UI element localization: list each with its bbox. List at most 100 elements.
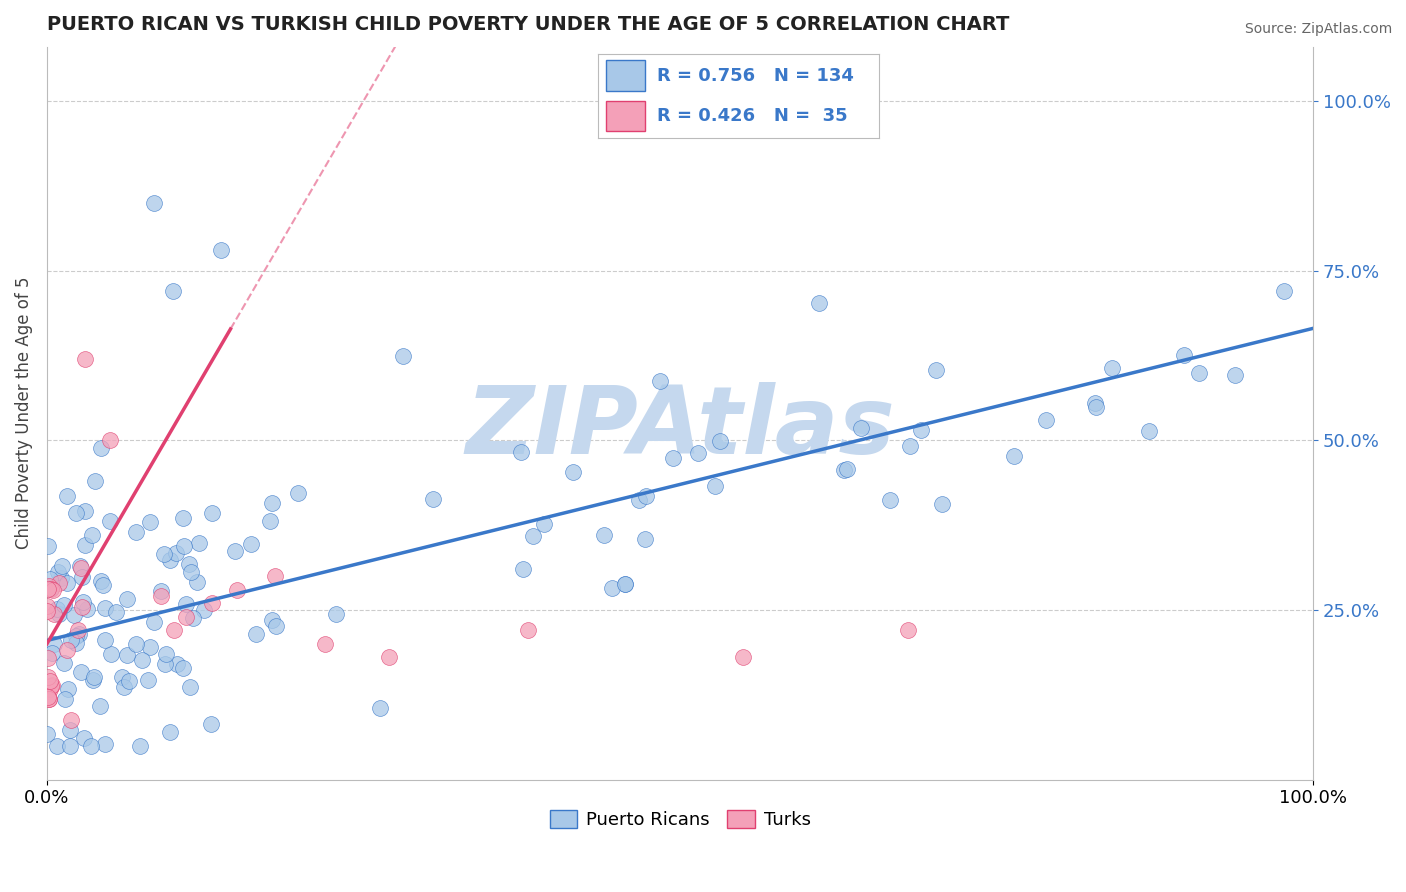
Point (48, 575, 70, 590)
Point (94, 601, 117, 615)
Point (263, 569, 285, 583)
Point (56, 489, 79, 503)
Text: R = 0.756   N = 134: R = 0.756 N = 134 (657, 67, 853, 85)
Point (239, 537, 262, 551)
Point (704, 479, 727, 493)
Point (56, 643, 79, 657)
Point (188, 535, 211, 549)
Point (73, 504, 96, 518)
Point (65, 629, 87, 643)
Point (98, 514, 121, 528)
Point (59, 713, 82, 727)
Point (181, 611, 204, 625)
Point (39, 581, 62, 595)
Point (835, 462, 858, 476)
Point (70, 665, 93, 679)
Point (1225, 368, 1247, 383)
Point (35, 599, 58, 613)
Point (260, 496, 283, 510)
Point (90, 442, 112, 456)
Point (60, 633, 83, 648)
Point (131, 653, 153, 667)
Point (91, 578, 114, 592)
Point (49, 571, 72, 585)
Point (73, 731, 96, 746)
Point (59, 723, 82, 737)
Point (159, 553, 181, 567)
Point (37, 650, 59, 665)
Point (172, 511, 194, 525)
Point (115, 648, 138, 662)
Point (73, 351, 96, 366)
Point (509, 445, 531, 459)
Point (662, 450, 685, 465)
Point (39, 682, 62, 697)
Point (72, 595, 94, 609)
Point (733, 650, 755, 665)
Point (53, 691, 76, 706)
Point (70, 570, 93, 584)
Point (56, 575, 79, 590)
Point (897, 624, 920, 638)
Point (1139, 424, 1161, 438)
Point (517, 624, 540, 638)
Point (422, 491, 444, 506)
Point (139, 515, 162, 529)
Point (37, 669, 59, 683)
Point (56, 681, 79, 696)
Point (111, 669, 134, 683)
Point (165, 546, 187, 560)
Point (200, 717, 222, 731)
Point (69, 559, 91, 574)
Point (259, 515, 281, 529)
Point (38, 579, 60, 593)
Point (1035, 413, 1057, 427)
Point (512, 562, 534, 576)
Point (65, 506, 87, 520)
Point (41, 678, 63, 692)
Point (128, 739, 150, 753)
Point (125, 636, 148, 650)
Point (59, 739, 82, 753)
Point (910, 423, 932, 437)
Point (98, 434, 121, 448)
Point (46, 602, 69, 616)
Point (66, 623, 89, 637)
Point (287, 485, 309, 500)
Point (112, 680, 135, 694)
Point (709, 434, 731, 448)
Point (100, 648, 122, 662)
Point (193, 603, 215, 617)
Point (152, 547, 174, 561)
Point (79, 739, 101, 753)
Point (149, 584, 172, 599)
Point (832, 463, 855, 477)
Point (90, 574, 112, 588)
Point (686, 446, 709, 460)
Point (115, 592, 138, 607)
Point (62, 608, 84, 623)
Point (627, 492, 650, 507)
Point (94, 632, 117, 647)
Point (162, 624, 184, 638)
Point (650, 374, 672, 388)
Point (200, 596, 222, 610)
Point (46, 565, 69, 579)
Point (924, 362, 946, 376)
Point (82, 673, 104, 687)
Point (37, 582, 59, 596)
Point (46, 739, 69, 753)
Point (70, 599, 93, 614)
Point (42, 637, 65, 651)
Point (808, 296, 831, 310)
Text: R = 0.426   N =  35: R = 0.426 N = 35 (657, 107, 848, 125)
Point (104, 605, 127, 619)
Y-axis label: Child Poverty Under the Age of 5: Child Poverty Under the Age of 5 (15, 277, 32, 549)
Point (174, 597, 197, 611)
Point (245, 627, 267, 641)
Point (614, 576, 637, 591)
Point (48, 607, 70, 622)
Point (224, 544, 246, 558)
Point (264, 619, 287, 633)
Point (142, 195, 165, 210)
